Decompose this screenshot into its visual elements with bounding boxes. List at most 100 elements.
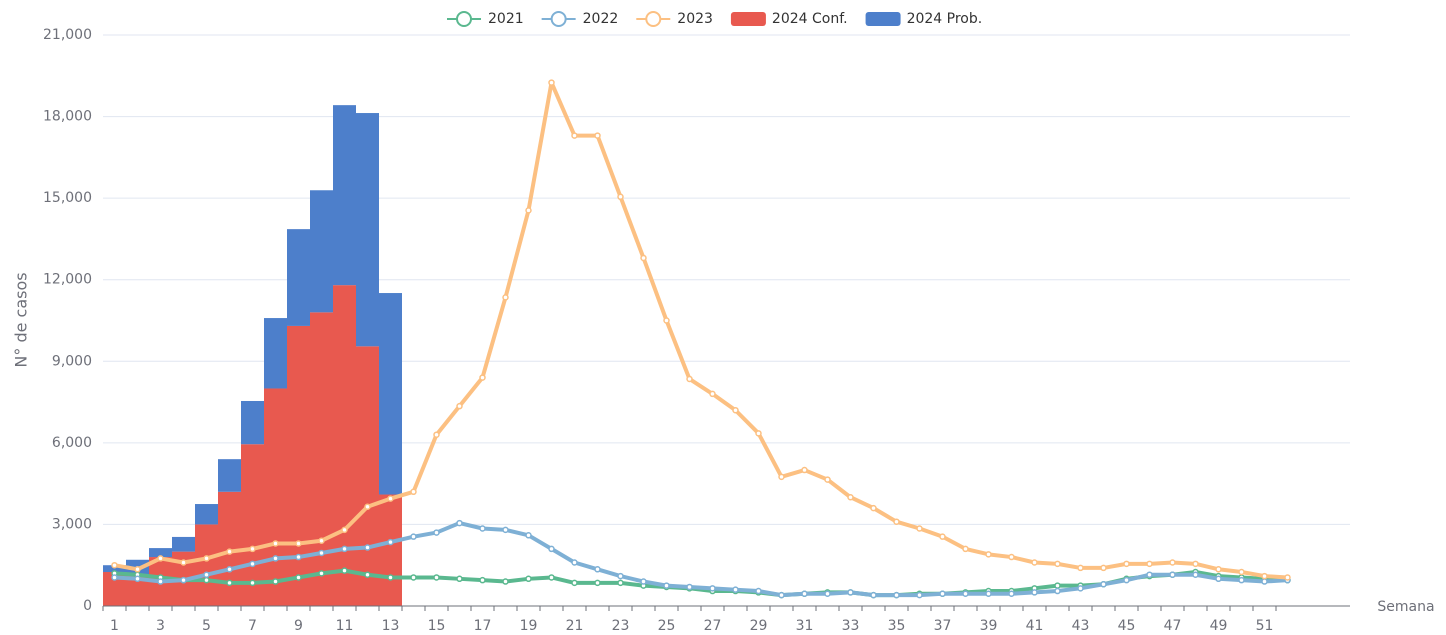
point	[272, 578, 279, 585]
point	[1146, 560, 1153, 568]
point	[111, 574, 118, 581]
point	[985, 590, 992, 598]
point	[1238, 576, 1245, 584]
point	[272, 555, 279, 562]
point	[617, 579, 624, 587]
point	[939, 590, 946, 598]
x-tick-label: 21	[566, 618, 584, 634]
point	[870, 591, 877, 599]
legend-icon	[456, 11, 472, 27]
point	[387, 495, 394, 502]
point	[180, 576, 187, 584]
x-tick-label: 49	[1210, 618, 1228, 634]
x-tick-label: 31	[796, 618, 814, 634]
point	[778, 591, 785, 599]
point	[157, 555, 164, 562]
point	[387, 574, 394, 581]
x-tick-label: 29	[750, 618, 768, 634]
point	[778, 473, 785, 481]
legend-label: 2023	[677, 11, 713, 27]
point	[548, 545, 555, 553]
point	[433, 529, 440, 536]
point	[249, 560, 256, 568]
bar	[310, 190, 333, 313]
point	[686, 583, 693, 591]
bar	[241, 400, 264, 445]
point	[180, 559, 187, 566]
point	[571, 579, 578, 587]
x-tick-label: 47	[1164, 618, 1182, 634]
x-axis-label: Semana	[1377, 599, 1434, 615]
point	[1008, 590, 1015, 598]
point	[1100, 580, 1107, 588]
point	[893, 591, 900, 599]
x-tick-label: 9	[294, 618, 303, 634]
point	[502, 294, 509, 301]
point	[364, 503, 371, 511]
x-tick-label: 7	[248, 618, 257, 634]
point	[341, 545, 348, 553]
point	[1008, 553, 1015, 561]
point	[1169, 571, 1176, 578]
point	[709, 585, 716, 592]
legend-icon	[550, 11, 567, 27]
point	[479, 525, 486, 532]
point	[249, 545, 256, 553]
bar	[264, 388, 287, 606]
point	[502, 578, 509, 585]
point	[594, 566, 601, 573]
point	[1215, 566, 1222, 573]
legend-icon	[645, 11, 662, 27]
point	[387, 538, 394, 546]
point	[640, 578, 647, 585]
x-tick-label: 39	[980, 618, 998, 634]
bar	[287, 325, 310, 606]
point	[1261, 578, 1268, 585]
point	[640, 254, 647, 262]
point	[1238, 568, 1245, 576]
point	[709, 390, 716, 398]
point	[617, 193, 624, 201]
point	[1123, 560, 1130, 568]
x-tick-label: 23	[612, 618, 630, 634]
y-tick-label: 0	[83, 598, 92, 614]
point	[203, 576, 210, 584]
point	[548, 574, 555, 581]
point	[870, 504, 877, 512]
point	[594, 579, 601, 587]
bar	[218, 459, 241, 492]
bar	[172, 536, 195, 552]
x-tick-label: 43	[1072, 618, 1090, 634]
x-tick-label: 41	[1026, 618, 1044, 634]
point	[364, 544, 371, 551]
point	[410, 488, 417, 496]
point	[801, 590, 808, 598]
x-tick-label: 15	[428, 618, 446, 634]
point	[939, 533, 946, 540]
legend-label: 2021	[488, 11, 524, 27]
x-tick-label: 27	[704, 618, 722, 634]
point	[203, 571, 210, 578]
point	[962, 545, 969, 553]
x-tick-label: 45	[1118, 618, 1136, 634]
point	[893, 518, 900, 525]
y-axis-label: N° de casos	[12, 272, 31, 367]
bar	[195, 504, 218, 525]
x-tick-label: 17	[474, 618, 492, 634]
point	[134, 566, 141, 573]
x-tick-label: 11	[336, 618, 354, 634]
point	[272, 540, 279, 547]
point	[801, 466, 808, 474]
point	[1077, 585, 1084, 592]
point	[847, 589, 854, 596]
point	[755, 587, 762, 595]
y-tick-label: 21,000	[43, 27, 92, 43]
point	[594, 132, 601, 139]
point	[157, 578, 164, 585]
point	[226, 566, 233, 573]
point	[364, 571, 371, 578]
point	[226, 579, 233, 587]
legend-label: 2022	[583, 11, 619, 27]
point	[203, 555, 210, 562]
